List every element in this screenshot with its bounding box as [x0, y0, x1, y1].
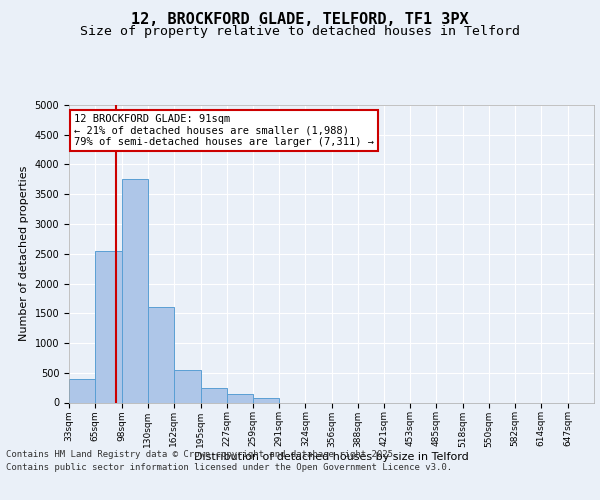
X-axis label: Distribution of detached houses by size in Telford: Distribution of detached houses by size …	[194, 452, 469, 462]
Text: Contains HM Land Registry data © Crown copyright and database right 2025.: Contains HM Land Registry data © Crown c…	[6, 450, 398, 459]
Bar	[95, 251, 122, 402]
Bar	[227, 394, 253, 402]
Bar	[174, 370, 200, 402]
Bar	[200, 388, 227, 402]
Bar	[122, 180, 148, 402]
Text: Size of property relative to detached houses in Telford: Size of property relative to detached ho…	[80, 25, 520, 38]
Text: Contains public sector information licensed under the Open Government Licence v3: Contains public sector information licen…	[6, 462, 452, 471]
Text: 12, BROCKFORD GLADE, TELFORD, TF1 3PX: 12, BROCKFORD GLADE, TELFORD, TF1 3PX	[131, 12, 469, 28]
Y-axis label: Number of detached properties: Number of detached properties	[19, 166, 29, 342]
Bar	[148, 308, 174, 402]
Text: 12 BROCKFORD GLADE: 91sqm
← 21% of detached houses are smaller (1,988)
79% of se: 12 BROCKFORD GLADE: 91sqm ← 21% of detac…	[74, 114, 374, 147]
Bar	[253, 398, 278, 402]
Bar	[69, 378, 95, 402]
